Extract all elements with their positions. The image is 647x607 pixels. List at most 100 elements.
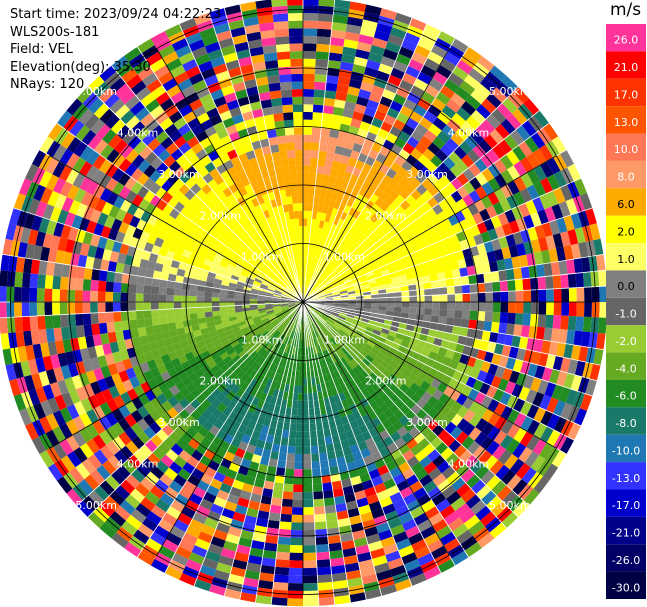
velocity-gate	[393, 286, 402, 293]
velocity-gate	[432, 117, 447, 131]
velocity-gate	[114, 104, 130, 120]
velocity-gate	[114, 360, 126, 373]
velocity-gate	[139, 230, 151, 243]
velocity-gate	[230, 156, 242, 167]
velocity-gate	[93, 139, 108, 155]
velocity-gate	[350, 236, 359, 246]
velocity-gate	[156, 162, 169, 175]
velocity-gate	[195, 443, 208, 456]
velocity-gate	[0, 302, 7, 318]
velocity-gate	[255, 322, 264, 329]
velocity-gate	[219, 110, 233, 122]
velocity-gate	[249, 378, 258, 388]
velocity-gate	[499, 198, 512, 213]
velocity-gate	[272, 266, 280, 274]
velocity-gate	[367, 363, 377, 372]
velocity-gate	[475, 320, 485, 331]
velocity-gate	[585, 207, 597, 226]
velocity-gate	[267, 426, 277, 436]
velocity-gate	[279, 81, 292, 91]
velocity-gate	[191, 348, 202, 358]
velocity-gate	[401, 226, 412, 236]
range-label: 4.00km	[117, 127, 159, 140]
velocity-gate	[274, 120, 285, 130]
velocity-gate	[405, 324, 415, 332]
velocity-gate	[512, 145, 527, 162]
velocity-gate	[487, 412, 501, 427]
velocity-gate	[371, 302, 380, 306]
velocity-gate	[17, 241, 28, 258]
velocity-gate	[408, 58, 424, 72]
velocity-gate	[239, 1, 257, 12]
velocity-gate	[454, 502, 471, 518]
velocity-gate	[419, 455, 433, 469]
velocity-gate	[443, 537, 461, 553]
velocity-gate	[323, 289, 332, 294]
velocity-gate	[384, 257, 394, 265]
velocity-gate	[191, 124, 205, 137]
velocity-gate	[219, 336, 229, 344]
velocity-gate	[427, 51, 444, 65]
velocity-gate	[355, 267, 364, 275]
velocity-gate	[211, 297, 220, 302]
colorbar: 26.021.017.013.010.08.06.02.01.00.0-1.0-…	[606, 24, 646, 599]
velocity-gate	[285, 311, 292, 318]
velocity-gate	[337, 130, 349, 141]
velocity-gate	[325, 265, 332, 273]
velocity-gate	[322, 285, 330, 291]
velocity-gate	[352, 375, 362, 385]
velocity-gate	[216, 103, 230, 115]
velocity-gate	[441, 218, 453, 230]
velocity-gate	[356, 381, 366, 392]
velocity-gate	[507, 312, 516, 325]
velocity-gate	[315, 320, 321, 328]
velocity-gate	[328, 52, 343, 62]
velocity-gate	[66, 184, 80, 200]
velocity-gate	[320, 181, 329, 191]
velocity-gate	[260, 169, 270, 180]
colorbar-swatch	[606, 51, 646, 79]
velocity-gate	[99, 144, 114, 159]
velocity-gate	[432, 473, 447, 487]
velocity-gate	[332, 294, 341, 298]
velocity-gate	[440, 339, 450, 350]
velocity-gate	[330, 371, 338, 381]
velocity-gate	[192, 432, 205, 444]
range-label: 4.00km	[117, 457, 159, 470]
velocity-gate	[384, 283, 394, 289]
velocity-gate	[170, 357, 182, 368]
velocity-gate	[435, 353, 445, 364]
velocity-gate	[118, 370, 130, 383]
velocity-gate	[203, 258, 213, 267]
velocity-gate	[206, 276, 215, 284]
velocity-gate	[303, 210, 308, 219]
velocity-gate	[350, 274, 359, 281]
velocity-gate	[498, 236, 509, 249]
velocity-gate	[392, 93, 407, 106]
velocity-gate	[17, 346, 28, 363]
colorbar-tick-label: 2.0	[617, 225, 635, 238]
velocity-gate	[200, 194, 212, 206]
velocity-gate	[235, 333, 244, 341]
velocity-gate	[258, 311, 267, 317]
velocity-gate	[542, 123, 559, 141]
ray-gap	[87, 86, 304, 303]
velocity-gate	[218, 514, 233, 527]
velocity-gate	[268, 371, 276, 381]
velocity-gate	[40, 400, 53, 417]
velocity-gate	[327, 279, 335, 286]
velocity-gate	[52, 410, 66, 427]
velocity-gate	[460, 488, 477, 503]
velocity-gate	[293, 264, 297, 273]
velocity-gate	[178, 195, 190, 207]
velocity-gate	[320, 212, 327, 222]
velocity-gate	[487, 363, 499, 376]
velocity-gate	[361, 19, 378, 31]
velocity-gate	[230, 340, 240, 348]
velocity-gate	[189, 284, 198, 291]
velocity-gate	[230, 74, 244, 86]
velocity-gate	[210, 244, 221, 253]
velocity-gate	[321, 205, 329, 214]
velocity-gate	[246, 248, 255, 257]
velocity-gate	[293, 127, 303, 135]
